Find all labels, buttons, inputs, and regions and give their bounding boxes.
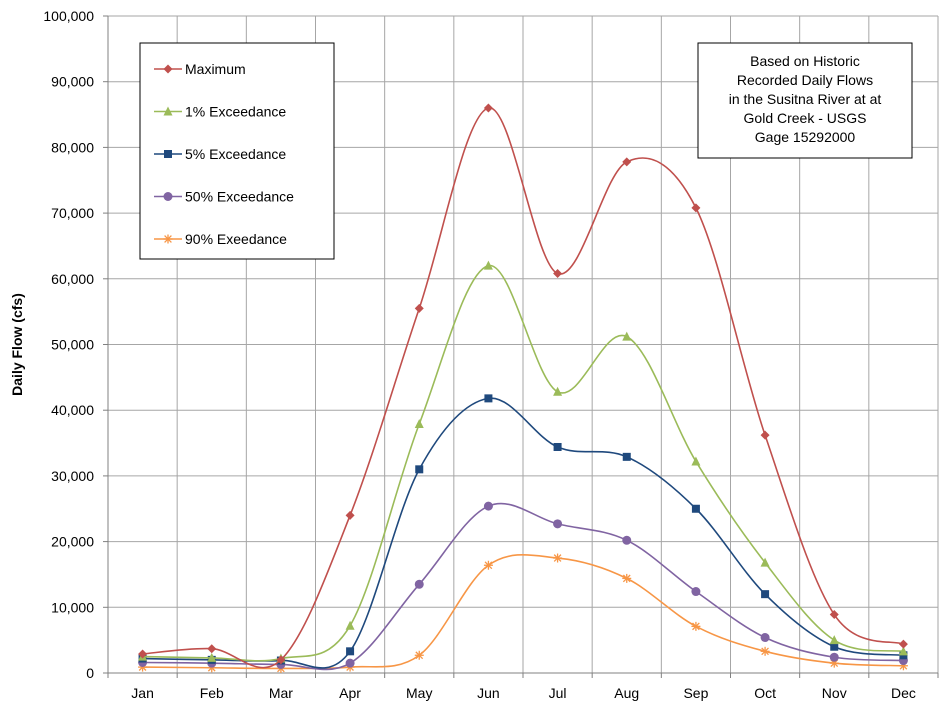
- data-point-square: [346, 647, 355, 656]
- data-point-circle: [483, 501, 493, 511]
- x-tick-label: Feb: [200, 685, 224, 701]
- data-point-asterisk: [414, 650, 424, 660]
- x-tick-label: Jul: [549, 685, 567, 701]
- data-point-square: [164, 150, 172, 158]
- data-point-triangle: [414, 418, 424, 428]
- data-point-square: [761, 590, 770, 599]
- data-point-circle: [829, 652, 839, 662]
- data-point-diamond: [207, 644, 217, 654]
- legend-label: Maximum: [185, 61, 246, 77]
- data-point-square: [622, 452, 631, 461]
- data-point-diamond: [163, 64, 173, 74]
- y-tick-label: 100,000: [43, 8, 94, 24]
- legend: Maximum 1% Exceedance 5% Exceedance 50% Exc…: [139, 42, 335, 260]
- data-point-circle: [414, 579, 424, 589]
- data-point-diamond: [138, 649, 148, 659]
- data-point-diamond: [553, 269, 563, 279]
- data-point-asterisk: [553, 553, 563, 563]
- x-tick-label: May: [406, 685, 432, 701]
- data-point-triangle: [163, 106, 173, 116]
- y-axis-title: Daily Flow (cfs): [9, 293, 25, 396]
- data-point-square: [691, 504, 700, 513]
- data-point-circle: [622, 535, 632, 545]
- data-point-square: [415, 465, 424, 474]
- data-point-square: [484, 394, 493, 403]
- data-point-asterisk: [163, 234, 173, 244]
- note-line: Recorded Daily Flows: [737, 72, 873, 88]
- legend-box: [139, 42, 335, 260]
- data-point-diamond: [483, 103, 493, 113]
- data-point-asterisk: [622, 573, 632, 583]
- data-point-triangle: [483, 260, 493, 270]
- y-tick-label: 90,000: [51, 74, 94, 90]
- data-point-circle: [760, 633, 770, 643]
- data-point-asterisk: [691, 621, 701, 631]
- note-line: in the Susitna River at at: [729, 91, 882, 107]
- x-tick-label: Mar: [269, 685, 293, 701]
- data-point-triangle: [207, 652, 217, 662]
- y-tick-label: 30,000: [51, 468, 94, 484]
- y-tick-label: 50,000: [51, 337, 94, 353]
- data-point-asterisk: [483, 560, 493, 570]
- data-point-square: [830, 642, 839, 651]
- x-tick-label: Dec: [891, 685, 916, 701]
- note-line: Gold Creek - USGS: [744, 110, 867, 126]
- data-point-circle: [163, 192, 173, 201]
- data-point-circle: [691, 587, 701, 597]
- data-point-square: [553, 442, 562, 451]
- y-tick-label: 70,000: [51, 205, 94, 221]
- data-point-triangle: [622, 331, 632, 341]
- series-layer: [138, 103, 908, 673]
- y-tick-label: 10,000: [51, 599, 94, 615]
- data-point-triangle: [691, 456, 701, 466]
- note-box: [697, 42, 913, 159]
- legend-label: 1% Exceedance: [185, 104, 286, 120]
- data-point-diamond: [345, 510, 355, 520]
- data-point-diamond: [829, 610, 839, 620]
- x-tick-label: Jun: [477, 685, 500, 701]
- data-point-triangle: [760, 557, 770, 567]
- data-point-circle: [345, 658, 355, 668]
- data-point-asterisk: [760, 646, 770, 656]
- data-point-triangle: [553, 386, 563, 396]
- y-tick-label: 0: [86, 665, 94, 681]
- x-tick-label: Oct: [754, 685, 776, 701]
- legend-label: 90% Exeedance: [185, 231, 287, 247]
- data-point-diamond: [760, 430, 770, 440]
- data-point-triangle: [345, 620, 355, 630]
- annotation-box: Based on Historic Recorded Daily Flows in …: [697, 42, 913, 159]
- data-point-diamond: [691, 203, 701, 213]
- x-tick-label: Aug: [614, 685, 639, 701]
- note-line: Gage 15292000: [755, 129, 856, 145]
- x-tick-label: Apr: [339, 685, 361, 701]
- data-point-triangle: [829, 635, 839, 645]
- y-tick-label: 40,000: [51, 402, 94, 418]
- x-tick-label: Sep: [683, 685, 708, 701]
- y-tick-label: 20,000: [51, 534, 94, 550]
- legend-label: 50% Exceedance: [185, 189, 294, 205]
- data-point-diamond: [276, 655, 286, 665]
- data-point-diamond: [898, 639, 908, 649]
- y-tick-label: 80,000: [51, 139, 94, 155]
- data-point-circle: [553, 519, 563, 529]
- note-line: Based on Historic: [750, 53, 860, 69]
- series-diamond: [138, 103, 908, 669]
- axes: 0 10,000 20,000 30,000 40,000 50,000 60,000 70,…: [9, 8, 939, 701]
- legend-label: 5% Exceedance: [185, 146, 286, 162]
- series-triangle: [138, 260, 908, 663]
- data-point-triangle: [898, 646, 908, 656]
- data-point-diamond: [414, 303, 424, 313]
- y-tick-label: 60,000: [51, 271, 94, 287]
- x-tick-label: Jan: [131, 685, 154, 701]
- x-tick-label: Nov: [822, 685, 847, 701]
- data-point-diamond: [622, 157, 632, 167]
